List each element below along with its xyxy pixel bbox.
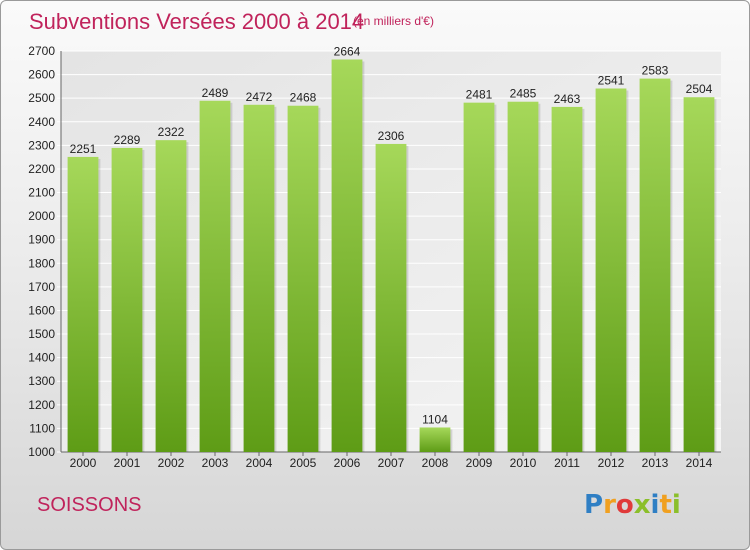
x-tick-label: 2014 [686, 456, 713, 470]
logo-letter: r [603, 490, 616, 520]
chart-subtitle: (en milliers d'€) [353, 14, 434, 28]
x-tick-label: 2009 [466, 456, 493, 470]
logo-letter: i [671, 490, 681, 520]
y-tick-label: 2200 [28, 162, 55, 176]
y-tick-label: 2000 [28, 209, 55, 223]
y-tick-label: 2600 [28, 68, 55, 82]
y-tick-label: 1700 [28, 280, 55, 294]
bar-value-label: 2472 [246, 90, 273, 104]
chart-title: Subventions Versées 2000 à 2014 [29, 9, 365, 34]
bar-value-label: 2485 [510, 87, 537, 101]
town-name: SOISSONS [37, 494, 142, 516]
logo-letter: o [615, 490, 634, 520]
bar [507, 101, 539, 452]
x-tick-label: 2005 [290, 456, 317, 470]
bar-value-label: 2583 [642, 64, 669, 78]
bar [595, 88, 627, 452]
logo-letter: t [659, 490, 672, 520]
proxiti-logo: Proxiti [584, 490, 681, 520]
logo-letter: P [584, 490, 604, 520]
y-tick-label: 1900 [28, 233, 55, 247]
bar [639, 78, 671, 452]
bar-value-label: 2481 [466, 88, 493, 102]
bar [243, 104, 275, 452]
y-tick-label: 2700 [28, 44, 55, 58]
bar [199, 100, 231, 452]
bar-value-label: 2251 [70, 142, 97, 156]
y-tick-label: 1800 [28, 256, 55, 270]
bar-value-label: 1104 [422, 412, 448, 426]
x-tick-label: 2004 [246, 456, 273, 470]
bar-value-label: 2504 [686, 82, 713, 96]
logo-letter: x [633, 490, 651, 520]
bar-value-label: 2664 [334, 44, 361, 58]
y-tick-label: 1300 [28, 374, 55, 388]
bar-value-label: 2463 [554, 92, 581, 106]
bar [111, 147, 143, 453]
logo-letter: i [650, 490, 660, 520]
bar [551, 106, 583, 453]
y-tick-label: 1600 [28, 303, 55, 317]
x-tick-label: 2012 [598, 456, 625, 470]
bar [331, 59, 363, 453]
bar-value-label: 2489 [202, 86, 229, 100]
bar [683, 97, 715, 452]
bar [155, 140, 187, 453]
y-tick-label: 2100 [28, 186, 55, 200]
x-tick-label: 2007 [378, 456, 405, 470]
x-tick-label: 2006 [334, 456, 361, 470]
bar [375, 143, 407, 452]
bar [67, 156, 99, 452]
y-tick-label: 1400 [28, 351, 55, 365]
bar [463, 102, 495, 452]
x-tick-label: 2013 [642, 456, 669, 470]
x-tick-label: 2011 [554, 456, 580, 470]
bar-value-label: 2541 [598, 74, 625, 88]
x-tick-label: 2001 [114, 456, 141, 470]
y-tick-label: 1500 [28, 327, 55, 341]
y-tick-label: 1100 [29, 421, 55, 435]
y-tick-label: 2300 [28, 138, 55, 152]
bar-value-label: 2289 [114, 133, 141, 147]
bar-value-label: 2322 [158, 125, 185, 139]
x-tick-label: 2008 [422, 456, 449, 470]
x-tick-label: 2000 [70, 456, 97, 470]
x-tick-label: 2002 [158, 456, 185, 470]
x-tick-label: 2003 [202, 456, 229, 470]
y-tick-label: 2500 [28, 91, 55, 105]
bar-value-label: 2306 [378, 129, 405, 143]
bar-value-label: 2468 [290, 91, 317, 105]
x-tick-label: 2010 [510, 456, 537, 470]
y-tick-label: 1200 [28, 398, 55, 412]
bar [287, 105, 319, 453]
y-tick-label: 2400 [28, 115, 55, 129]
y-tick-label: 1000 [28, 445, 55, 459]
bar [419, 427, 451, 452]
